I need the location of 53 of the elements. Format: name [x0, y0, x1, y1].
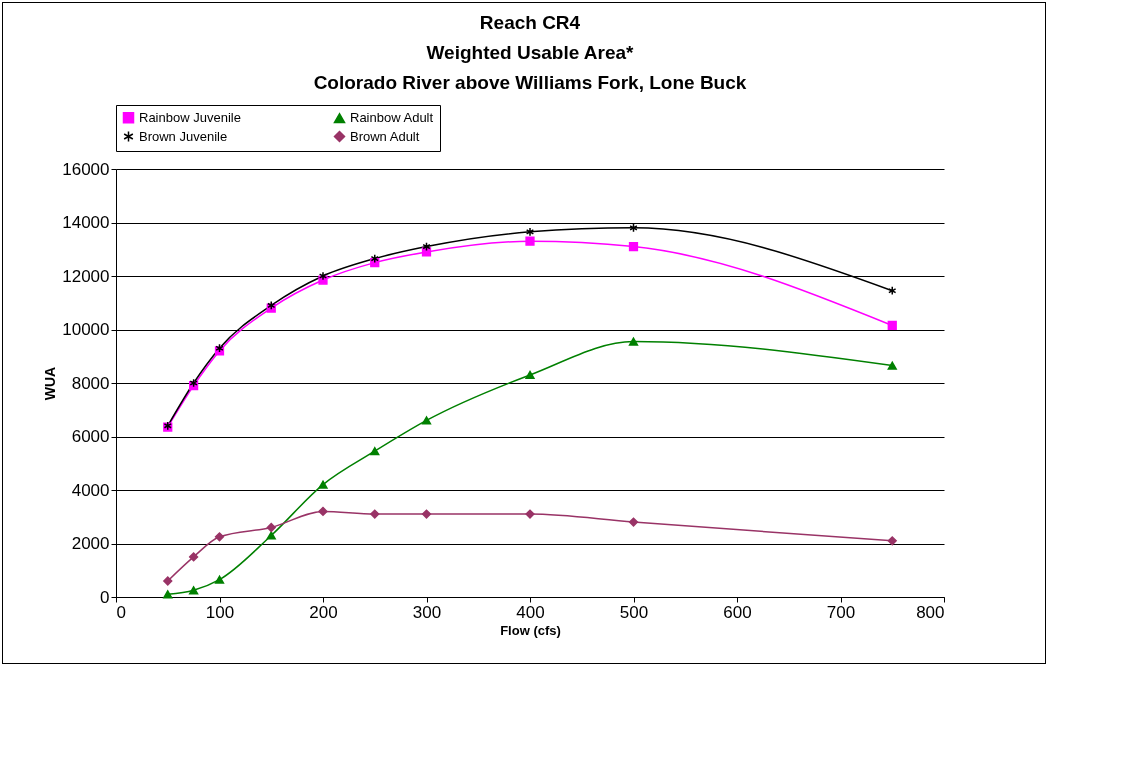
- legend-label: Rainbow Juvenile: [139, 109, 241, 125]
- y-tick-label: 2000: [71, 534, 110, 553]
- point: [888, 286, 897, 296]
- point: [189, 586, 199, 595]
- point: [370, 509, 380, 519]
- point: [189, 552, 199, 562]
- x-tick-label: 400: [516, 602, 545, 622]
- y-tick-label: 12000: [62, 266, 110, 286]
- point: [628, 517, 639, 527]
- legend-label: Brown Adult: [350, 128, 420, 144]
- point: [370, 447, 380, 456]
- point: [887, 361, 897, 370]
- x-tick-label: 200: [309, 602, 338, 622]
- point: [318, 506, 328, 517]
- point: [422, 241, 431, 252]
- point: [525, 370, 535, 380]
- legend-label: Rainbow Adult: [350, 110, 434, 126]
- point: [163, 590, 173, 599]
- point: [525, 236, 535, 246]
- point: [525, 227, 535, 237]
- y-tick-label: 16000: [62, 159, 110, 179]
- y-tick-label: 4000: [71, 480, 110, 500]
- point: [629, 223, 638, 233]
- point: [628, 241, 639, 252]
- point: [421, 416, 432, 425]
- x-tick-label: 800: [916, 602, 945, 622]
- x-tick-label: 600: [723, 602, 752, 622]
- x-tick-label: 500: [619, 602, 649, 622]
- point: [266, 531, 276, 540]
- x-axis-title: Flow (cfs): [500, 622, 561, 638]
- point: [887, 320, 897, 331]
- point: [318, 271, 328, 281]
- y-tick-label: 14000: [62, 213, 110, 232]
- x-tick-label: 700: [826, 602, 856, 622]
- y-axis-title: WUA: [42, 366, 59, 401]
- y-tick-label: 0: [100, 587, 110, 607]
- chart-title: Reach CR4 Weighted Usable Area* Colorado River above Williams Fork, Lone Buck: [313, 11, 747, 93]
- point: [628, 337, 639, 346]
- x-tick-label: 0: [116, 602, 126, 622]
- point: [214, 575, 225, 584]
- point: [370, 253, 379, 264]
- point: [266, 522, 276, 533]
- point: [421, 509, 432, 519]
- x-tick-label: 300: [412, 602, 442, 622]
- point: [214, 532, 225, 542]
- y-tick-label: 8000: [71, 373, 110, 393]
- point: [887, 536, 897, 546]
- point: [163, 576, 173, 586]
- x-tick-label: 100: [205, 602, 235, 622]
- legend-label: Brown Juvenile: [139, 128, 228, 144]
- y-tick-label: 6000: [71, 427, 110, 446]
- y-tick-label: 10000: [62, 320, 110, 339]
- point: [318, 480, 328, 489]
